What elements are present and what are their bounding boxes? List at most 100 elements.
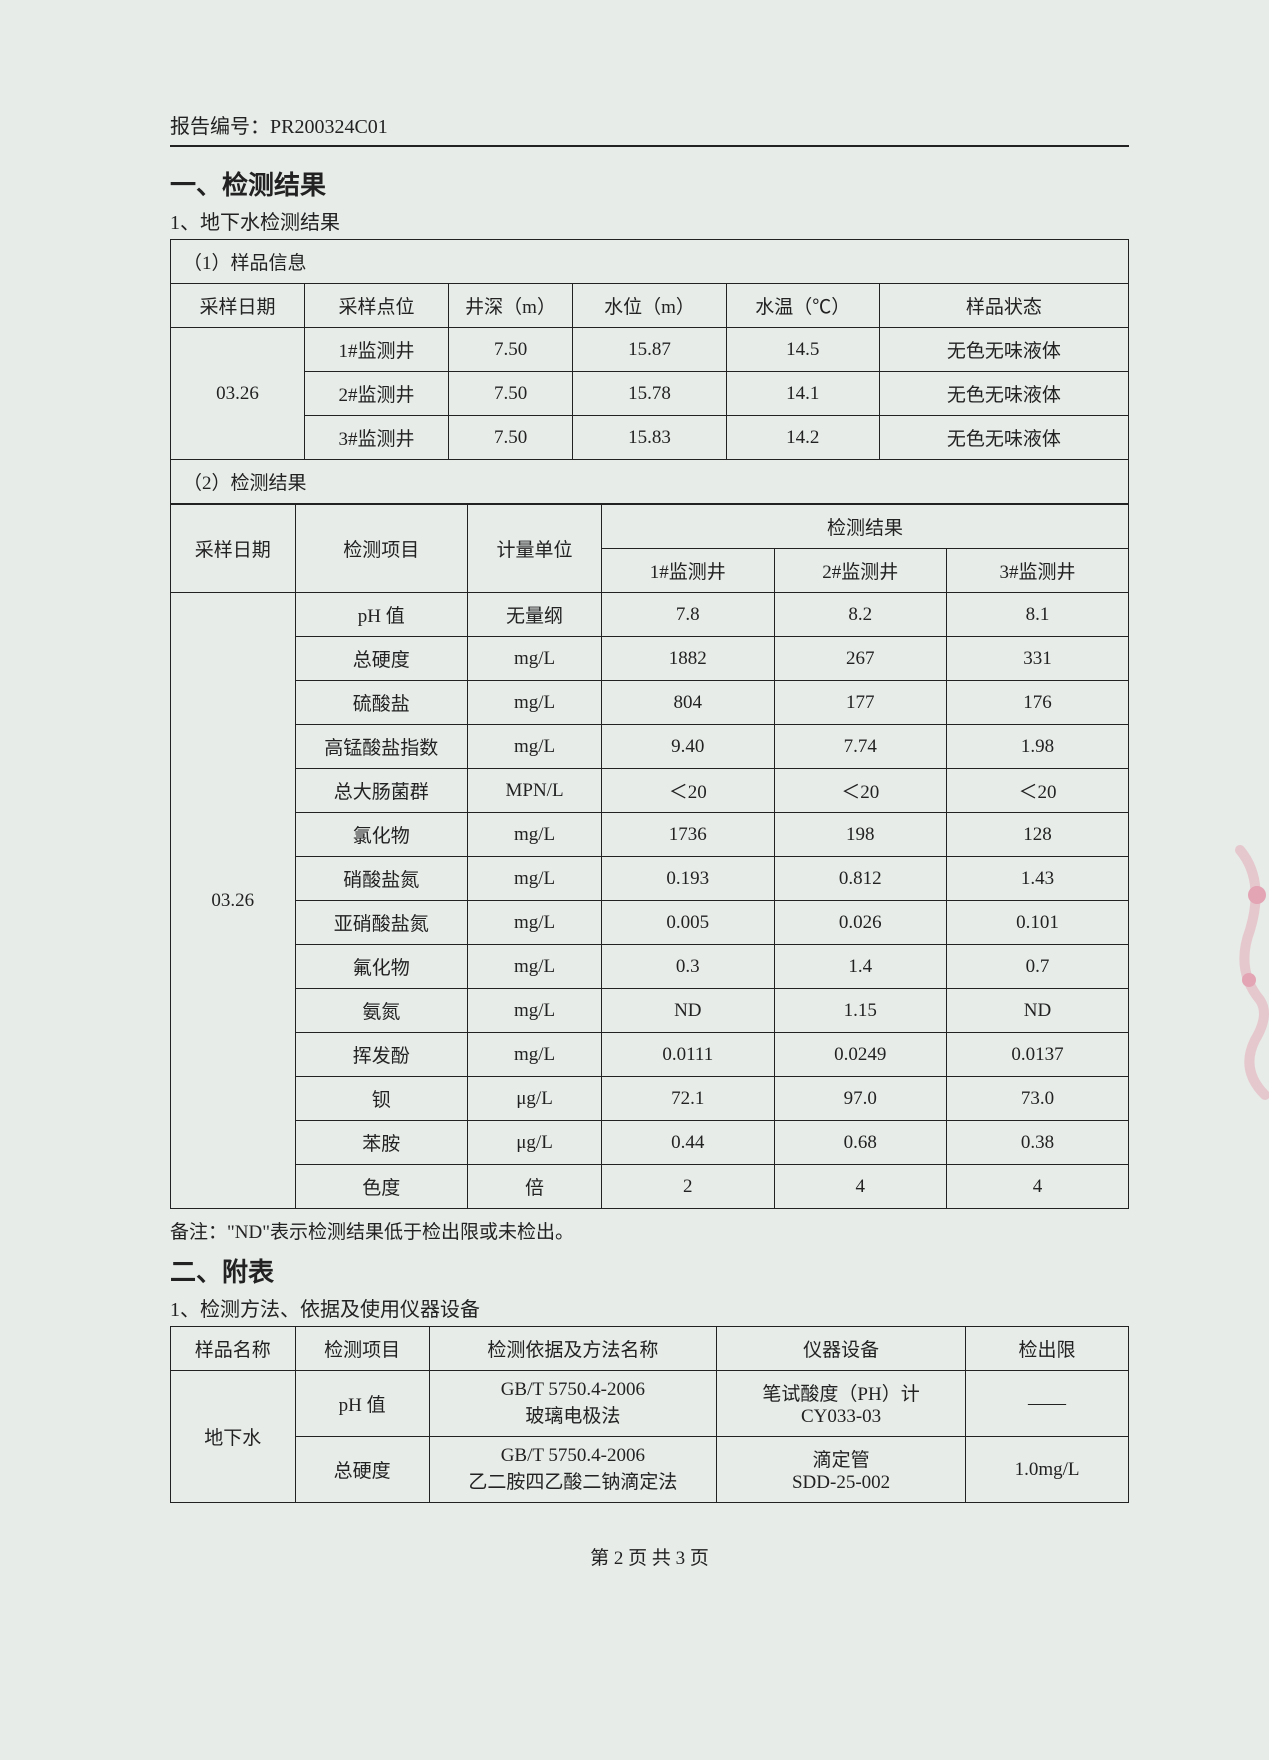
cell: 色度	[295, 1165, 467, 1209]
cell: mg/L	[467, 681, 601, 725]
page-footer: 第 2 页 共 3 页	[170, 1543, 1129, 1570]
col-header: 采样日期	[171, 505, 296, 593]
cell: 0.38	[946, 1121, 1128, 1165]
table-row: 氨氮mg/LND1.15ND	[171, 989, 1129, 1033]
report-number-label: 报告编号：	[170, 116, 270, 138]
method-line: 乙二胺四乙酸二钠滴定法	[468, 1472, 677, 1493]
cell: 14.2	[726, 416, 879, 460]
cell: 1.4	[774, 945, 946, 989]
table-row: 色度倍244	[171, 1165, 1129, 1209]
cell: 0.005	[602, 901, 774, 945]
cell: 176	[946, 681, 1128, 725]
cell: 72.1	[602, 1077, 774, 1121]
cell: 7.50	[448, 372, 573, 416]
results-label: （2）检测结果	[171, 460, 1129, 504]
table-row: 总硬度 GB/T 5750.4-2006乙二胺四乙酸二钠滴定法 滴定管SDD-2…	[171, 1437, 1129, 1503]
report-number-value: PR200324C01	[270, 116, 388, 138]
cell: 267	[774, 637, 946, 681]
cell: μg/L	[467, 1077, 601, 1121]
table-row: 苯胺μg/L0.440.680.38	[171, 1121, 1129, 1165]
table-row: （1）样品信息	[171, 240, 1129, 284]
cell: 滴定管SDD-25-002	[717, 1437, 966, 1503]
col-header: 检测依据及方法名称	[429, 1327, 716, 1371]
table-row: 总大肠菌群MPN/L＜20＜20＜20	[171, 769, 1129, 813]
cell: 3#监测井	[305, 416, 449, 460]
cell: 无量纲	[467, 593, 601, 637]
cell: 无色无味液体	[879, 372, 1128, 416]
col-header: 检测项目	[295, 1327, 429, 1371]
cell: 7.74	[774, 725, 946, 769]
cell: 7.8	[602, 593, 774, 637]
note-text: 备注："ND"表示检测结果低于检出限或未检出。	[170, 1217, 1129, 1244]
cell: mg/L	[467, 857, 601, 901]
sample-date: 03.26	[171, 328, 305, 460]
cell: 1882	[602, 637, 774, 681]
cell: ＜20	[946, 769, 1128, 813]
page: 报告编号：PR200324C01 一、检测结果 1、地下水检测结果 （1）样品信…	[0, 0, 1269, 1760]
table-row: 03.26pH 值无量纲7.88.28.1	[171, 593, 1129, 637]
col-header: 样品名称	[171, 1327, 296, 1371]
cell: 0.7	[946, 945, 1128, 989]
cell: 0.812	[774, 857, 946, 901]
cell: 0.68	[774, 1121, 946, 1165]
cell: 14.1	[726, 372, 879, 416]
col-header: 2#监测井	[774, 549, 946, 593]
col-header: 采样日期	[171, 284, 305, 328]
col-header: 仪器设备	[717, 1327, 966, 1371]
col-header: 计量单位	[467, 505, 601, 593]
method-line: 玻璃电极法	[525, 1406, 620, 1427]
cell: ND	[946, 989, 1128, 1033]
cell: GB/T 5750.4-2006乙二胺四乙酸二钠滴定法	[429, 1437, 716, 1503]
table-row: 样品名称 检测项目 检测依据及方法名称 仪器设备 检出限	[171, 1327, 1129, 1371]
cell: mg/L	[467, 901, 601, 945]
cell: 0.0111	[602, 1033, 774, 1077]
cell: pH 值	[295, 1371, 429, 1437]
cell: 7.50	[448, 328, 573, 372]
table-row: 钡μg/L72.197.073.0	[171, 1077, 1129, 1121]
col-header: 水位（m）	[573, 284, 726, 328]
cell: ——	[966, 1371, 1129, 1437]
cell: 97.0	[774, 1077, 946, 1121]
cell: 倍	[467, 1165, 601, 1209]
cell: mg/L	[467, 637, 601, 681]
cell: 8.2	[774, 593, 946, 637]
table-row: 采样日期 采样点位 井深（m） 水位（m） 水温（℃） 样品状态	[171, 284, 1129, 328]
cell: 1.43	[946, 857, 1128, 901]
cell: mg/L	[467, 725, 601, 769]
col-header: 井深（m）	[448, 284, 573, 328]
cell: 177	[774, 681, 946, 725]
cell: 总硬度	[295, 1437, 429, 1503]
cell: 198	[774, 813, 946, 857]
cell: 硫酸盐	[295, 681, 467, 725]
cell: 1.98	[946, 725, 1128, 769]
cell: 高锰酸盐指数	[295, 725, 467, 769]
table-row: 硝酸盐氮mg/L0.1930.8121.43	[171, 857, 1129, 901]
cell: 0.101	[946, 901, 1128, 945]
cell: ND	[602, 989, 774, 1033]
cell: 1#监测井	[305, 328, 449, 372]
table-row: 高锰酸盐指数mg/L9.407.741.98	[171, 725, 1129, 769]
col-header: 水温（℃）	[726, 284, 879, 328]
cell: 亚硝酸盐氮	[295, 901, 467, 945]
table-row: 硫酸盐mg/L804177176	[171, 681, 1129, 725]
method-line: GB/T 5750.4-2006	[501, 1379, 645, 1400]
cell: 总大肠菌群	[295, 769, 467, 813]
cell: 硝酸盐氮	[295, 857, 467, 901]
cell: 1.15	[774, 989, 946, 1033]
results-date: 03.26	[171, 593, 296, 1209]
sample-name: 地下水	[171, 1371, 296, 1503]
cell: 挥发酚	[295, 1033, 467, 1077]
instr-line: CY033-03	[801, 1406, 881, 1427]
cell: 7.50	[448, 416, 573, 460]
col-header: 采样点位	[305, 284, 449, 328]
cell: pH 值	[295, 593, 467, 637]
cell: 0.0137	[946, 1033, 1128, 1077]
cell: ＜20	[774, 769, 946, 813]
cell: 9.40	[602, 725, 774, 769]
instr-line: 笔试酸度（PH）计	[762, 1384, 919, 1405]
table-row: 3#监测井 7.50 15.83 14.2 无色无味液体	[171, 416, 1129, 460]
cell: 总硬度	[295, 637, 467, 681]
cell: 2	[602, 1165, 774, 1209]
table-row: 采样日期 检测项目 计量单位 检测结果	[171, 505, 1129, 549]
cell: 0.3	[602, 945, 774, 989]
